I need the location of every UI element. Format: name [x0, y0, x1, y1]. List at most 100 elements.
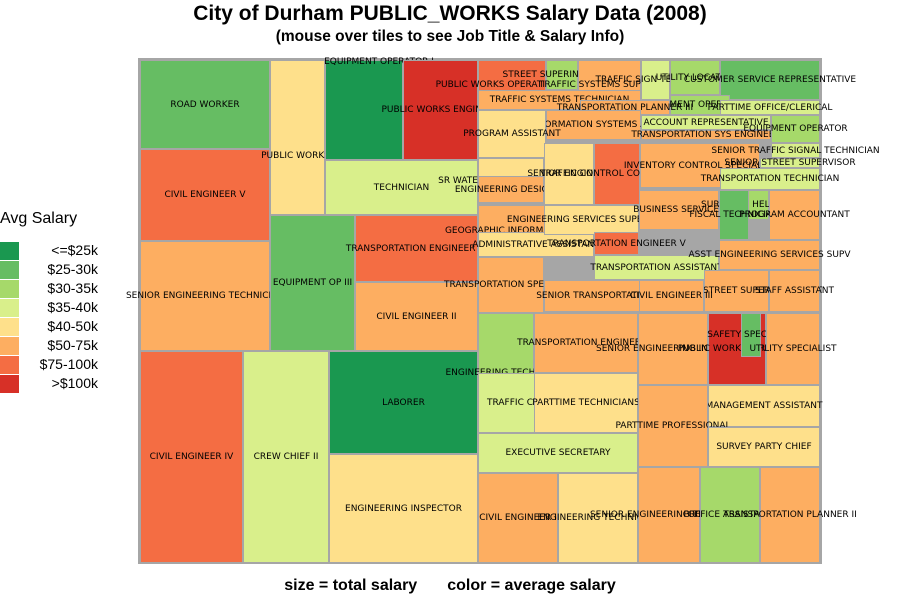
legend-label: $25-30k	[47, 261, 98, 277]
treemap-tile[interactable]: EXECUTIVE SECRETARY	[478, 433, 638, 473]
tile-label: ACCOUNT REPRESENTATIVE	[643, 117, 769, 128]
treemap-tile[interactable]: TRANSPORTATION ENGINEER V	[547, 232, 686, 255]
legend-swatch	[0, 261, 19, 279]
treemap: ROAD WORKER CIVIL ENGINEER V SENIOR ENGINE…	[126, 57, 880, 564]
treemap-tile[interactable]: UTILITY SPECIALIST	[749, 313, 837, 385]
legend-label: $30-35k	[47, 280, 98, 296]
legend-item: $25-30k	[0, 260, 110, 279]
treemap-tile[interactable]: PUBLIC WORKS ENGINEER	[381, 60, 500, 160]
treemap-tile[interactable]: SENIOR ENGINEERING INSPECTOR	[596, 313, 750, 385]
color-note: color = average salary	[447, 577, 616, 594]
treemap-tile[interactable]: ROAD WORKER	[140, 60, 270, 149]
tile-label: PARTTIME TECHNICIANS	[532, 398, 640, 408]
treemap-tile[interactable]: ENGINEERING INSPECTOR	[329, 454, 478, 563]
treemap-tile[interactable]: ADMINISTRATIVE ASSISTANT	[472, 232, 600, 257]
treemap-tile[interactable]: TRANSPORTATION SYS ENGINEER	[631, 130, 781, 140]
legend-swatch	[0, 375, 19, 393]
treemap-tile[interactable]: EQUIPMENT OP III	[270, 215, 355, 351]
treemap-tile[interactable]: TRANSPORTATION TECHNICIAN	[701, 168, 839, 190]
tile-label: BUSINESS SERVICES	[633, 205, 725, 215]
treemap-tile[interactable]: TRAFFIC CONTROL COORDINATOR	[540, 143, 694, 205]
treemap-tile[interactable]: ASST ENGINEERING SERVICES SUPV	[689, 240, 851, 270]
tile-label: ROAD WORKER	[170, 99, 240, 110]
treemap-tile[interactable]: PARTTIME PROFESSIONAL	[615, 385, 731, 467]
tile-label: SURVEY PARTY CHIEF	[716, 442, 812, 452]
tile-label: TRANSPORTATION ENGINEER IV	[345, 243, 488, 254]
legend-swatch	[0, 299, 19, 317]
treemap-tile[interactable]: FISCAL TECHNICIAN	[689, 190, 779, 240]
treemap-tile[interactable]: ASSISTANT STREET SUPERINTENDENT	[651, 270, 822, 312]
treemap-tile[interactable]: TRANSPORTATION ENGINEER II	[517, 313, 655, 373]
treemap-tile[interactable]: SURVEY PARTY CHIEF	[708, 427, 820, 467]
treemap-tile[interactable]: SENIOR ENGINEERING TECHNICIAN	[590, 467, 748, 563]
treemap-tile[interactable]: CIVIL ENGINEER IV	[140, 351, 243, 563]
legend-swatch	[0, 242, 19, 260]
treemap-tile[interactable]: PROGRAM ACCOUNTANT	[739, 190, 850, 240]
treemap-tile[interactable]: SENIOR ENGINEER	[527, 143, 611, 205]
treemap-tile[interactable]: CIVIL ENGINEER V	[140, 149, 270, 241]
treemap-tile[interactable]: TRANSPORTATION ASSISTANT	[590, 255, 723, 280]
treemap-tile[interactable]: PARTTIME OFFICE/CLERICAL	[708, 100, 832, 115]
treemap-tile[interactable]: CREW CHIEF II	[243, 351, 329, 563]
treemap-tile[interactable]: ENGINEERING TECHNICIAN	[537, 473, 659, 563]
legend-item: $75-100k	[0, 355, 110, 374]
legend-label: $50-75k	[47, 337, 98, 353]
legend-label: $75-100k	[39, 356, 98, 372]
treemap-tile[interactable]: CUSTOMER SERVICE REPRESENTATIVE	[684, 60, 856, 100]
legend-swatch	[0, 337, 19, 355]
tile-label: CREW CHIEF II	[253, 452, 319, 462]
size-note: size = total salary	[284, 577, 418, 594]
treemap-tile[interactable]: LABORER	[329, 351, 478, 454]
treemap-tile[interactable]: ACCOUNT REPRESENTATIVE	[641, 115, 771, 130]
legend-item: $30-35k	[0, 279, 110, 298]
tile-label: ENGINEERING INSPECTOR	[345, 503, 462, 514]
tile-label: CIVIL ENGINEER II	[376, 311, 457, 322]
chart-subtitle: (mouse over tiles to see Job Title & Sal…	[275, 28, 625, 45]
treemap-tile[interactable]: ENGINEERING SERVICES SUPERVISOR	[507, 205, 676, 235]
treemap-tile[interactable]: PARTTIME TECHNICIANS	[532, 373, 640, 433]
treemap-tile[interactable]: SAFETY SPECIALIST	[707, 313, 795, 357]
treemap-tile[interactable]: CIVIL ENGINEER III	[630, 280, 713, 312]
treemap-tile[interactable]: GEO INFORMATION SYSTEMS ANALYST	[507, 110, 680, 140]
treemap-tile[interactable]: TRANSPORTATION PLANNER II	[723, 467, 857, 563]
legend-label: $35-40k	[47, 299, 98, 315]
treemap-tile[interactable]: OFFICE ASSISTANT	[688, 467, 772, 563]
treemap-tile[interactable]: TECHNICIAN	[325, 160, 478, 215]
tile-label: TRANSPORTATION ASSISTANT	[590, 262, 723, 273]
legend-swatch	[0, 356, 19, 374]
legend-label: $40-50k	[47, 318, 98, 334]
treemap-tile[interactable]: EQUIPMENT OPERATOR	[743, 115, 848, 143]
treemap-tile[interactable]: TRAFFIC SIGN TECHNICIAN	[595, 60, 716, 100]
legend-swatch	[0, 318, 19, 336]
treemap-tile[interactable]: CIVIL ENGINEER II	[355, 282, 478, 351]
legend-item: <=$25k	[0, 241, 110, 260]
tile-label: CIVIL ENGINEER V	[164, 190, 246, 200]
footer-notes: size = total salary color = average salar…	[0, 577, 900, 595]
treemap-tile[interactable]: TRANSPORTATION ENGINEER IV	[346, 215, 487, 282]
treemap-tile[interactable]: ENGINEERING DESIGNER	[455, 176, 567, 203]
tile-label: ADMINISTRATIVE ASSISTANT	[472, 239, 600, 250]
treemap-tile[interactable]: CIVIL ENGINEER I	[478, 473, 558, 563]
legend-item: $50-75k	[0, 336, 110, 355]
tile-label: EQUIPMENT OP III	[272, 278, 353, 288]
treemap-tile[interactable]: SENIOR ENGINEERING TECHNICIAN	[126, 241, 284, 351]
legend-item: $35-40k	[0, 298, 110, 317]
treemap-tile[interactable]: STREET SUPERINTENDENT	[503, 60, 622, 90]
treemap-tile[interactable]: TRANSPORTATION SPECIALIST	[444, 257, 578, 313]
treemap-tile[interactable]: PUBLIC WORKS SUPERVISOR	[261, 60, 390, 215]
tile-label: TRANSPORTATION ENGINEER II	[517, 338, 655, 348]
legend-item: >$100k	[0, 374, 110, 393]
treemap-tile[interactable]: EQUIPMENT OPERATOR I	[324, 57, 434, 160]
tile-label: LABORER	[382, 397, 425, 408]
treemap-tile[interactable]: BUSINESS SERVICES	[633, 190, 725, 230]
treemap-tile[interactable]: STAFF ASSISTANT	[755, 270, 834, 312]
treemap-tile[interactable]: MANAGEMENT ASSISTANT	[705, 385, 823, 427]
tile-label: MANAGEMENT ASSISTANT	[705, 401, 823, 411]
treemap-tile[interactable]: PROGRAM ASSISTANT	[463, 110, 561, 158]
tile-label: TRANSPORTATION SYS ENGINEER	[631, 130, 781, 140]
tile-label: EXECUTIVE SECRETARY	[505, 448, 611, 458]
tile-label: CIVIL ENGINEER III	[630, 291, 713, 301]
treemap-tile[interactable]: SENIOR STREET SUPERVISOR	[724, 158, 856, 168]
treemap-tile[interactable]: SENIOR TRAFFIC SIGNAL TECHNICIAN	[711, 143, 880, 158]
treemap-tile[interactable]: UTILITY LOCATOR	[656, 60, 734, 95]
